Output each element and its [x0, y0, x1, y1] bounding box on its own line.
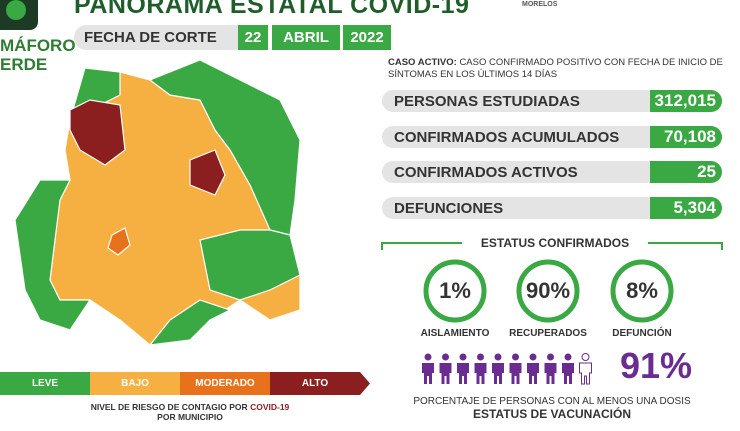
logo-text: MORELOS [522, 1, 558, 8]
title: PANORAMA ESTATAL COVID-19 [74, 0, 470, 19]
person-head [494, 353, 502, 361]
stat-label: PERSONAS ESTUDIADAS [382, 90, 672, 112]
circle [516, 259, 580, 323]
vaccination-caption: PORCENTAJE DE PERSONAS CON AL MENOS UNA … [413, 396, 691, 407]
circle [423, 259, 487, 323]
vaccination-value: 91% [620, 345, 693, 386]
person-body [422, 363, 434, 384]
person-body [544, 363, 557, 384]
definition-text: CASO CONFIRMADO POSITIVO CON FECHA DE IN… [388, 57, 723, 80]
legend-caption-text: POR MUNICIPIO [157, 412, 223, 422]
person-head [529, 353, 537, 361]
traffic-light-lamp [6, 0, 26, 20]
date-year: 2022 [343, 25, 391, 50]
legend-caption-highlight: COVID-19 [250, 402, 290, 412]
circle-label: RECUPERADOS [509, 328, 587, 339]
vaccination-title: ESTATUS DE VACUNACIÓN [472, 407, 631, 421]
person-head [442, 353, 449, 361]
legend-level: ALTO [301, 378, 329, 389]
person-head [581, 353, 590, 361]
person-head [477, 353, 484, 361]
legend-level: BAJO [90, 372, 180, 395]
legend-level: MODERADO [180, 372, 270, 395]
stat-value: 312,015 [650, 90, 722, 112]
map [14, 59, 301, 346]
legend-level: LEVE [0, 372, 90, 395]
date-day: 22 [238, 25, 268, 50]
date-month: ABRIL [272, 25, 340, 50]
stat-label: DEFUNCIONES [382, 197, 672, 219]
person-head [547, 353, 554, 361]
person-body [562, 363, 574, 384]
legend-caption: NIVEL DE RIESGO DE CONTAGIO POR COVID-19… [40, 402, 340, 422]
circle-value: 1% [439, 278, 471, 303]
stat-label: CONFIRMADOS ACTIVOS [382, 161, 672, 183]
definition: CASO ACTIVO: CASO CONFIRMADO POSITIVO CO… [388, 57, 723, 81]
semaforo-line: MÁFORO [0, 36, 76, 55]
person-head [459, 353, 467, 361]
bracket [381, 242, 723, 250]
person-head [512, 353, 519, 361]
circle [610, 259, 674, 323]
circle-value: 90% [525, 278, 571, 303]
circle-label: DEFUNCIÓN [612, 328, 672, 339]
stat-value: 25 [650, 161, 722, 183]
circle-label: AISLAMIENTO [420, 328, 490, 339]
stat-value: 5,304 [650, 197, 722, 219]
stat-value: 70,108 [650, 126, 722, 148]
circle-value: 8% [626, 278, 658, 303]
person-body [492, 363, 504, 384]
person-head [564, 353, 572, 361]
person-body [527, 363, 539, 384]
person-icons [422, 353, 592, 385]
definition-term: CASO ACTIVO: [388, 57, 457, 68]
section-title: ESTATUS CONFIRMADOS [480, 236, 630, 250]
person-body [439, 363, 452, 384]
stat-label: CONFIRMADOS ACUMULADOS [382, 126, 672, 148]
person-body [579, 362, 592, 385]
person-body [457, 363, 469, 384]
person-head [424, 353, 432, 361]
person-body [474, 363, 487, 384]
date-label: FECHA DE CORTE [74, 25, 254, 50]
legend-caption-text: NIVEL DE RIESGO DE CONTAGIO POR [90, 402, 248, 412]
semaforo-line: ERDE [0, 55, 48, 74]
person-body [509, 363, 522, 384]
